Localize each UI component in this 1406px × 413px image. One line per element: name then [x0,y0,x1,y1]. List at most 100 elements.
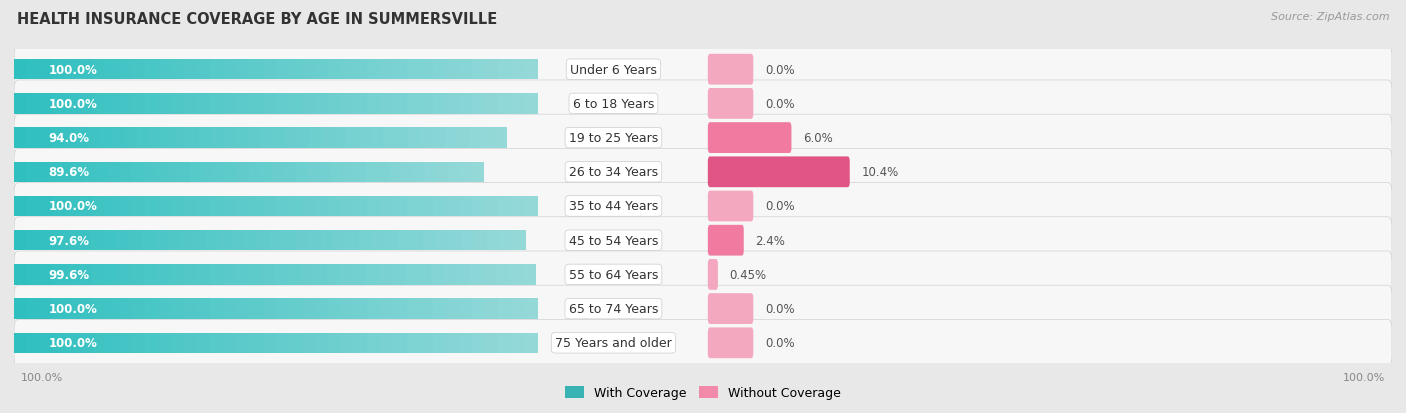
Bar [276,196,290,217]
Bar [523,264,536,285]
Bar [498,299,512,319]
Bar [308,162,319,183]
Bar [14,230,28,251]
Bar [184,264,197,285]
Bar [27,333,41,353]
Bar [93,264,105,285]
Bar [367,333,381,353]
Text: 100.0%: 100.0% [48,200,97,213]
Bar [179,162,191,183]
Bar [371,128,384,149]
Bar [509,264,523,285]
Bar [27,128,39,149]
FancyBboxPatch shape [707,225,744,256]
Bar [145,299,159,319]
Text: 65 to 74 Years: 65 to 74 Years [569,302,658,316]
Bar [353,264,367,285]
Bar [250,94,263,114]
Bar [315,196,329,217]
Bar [157,333,172,353]
Bar [155,162,167,183]
Bar [290,196,302,217]
Bar [105,196,120,217]
Text: 99.6%: 99.6% [48,268,90,281]
Bar [471,162,484,183]
Bar [66,196,80,217]
Bar [263,60,277,80]
Bar [25,162,38,183]
Bar [224,60,238,80]
Bar [359,128,371,149]
Bar [262,264,276,285]
Bar [420,60,433,80]
Bar [80,196,93,217]
Bar [93,94,107,114]
Text: Under 6 Years: Under 6 Years [569,64,657,76]
Bar [53,60,67,80]
Bar [211,333,224,353]
Bar [187,128,200,149]
Bar [105,60,120,80]
Bar [172,94,186,114]
Bar [222,264,236,285]
Bar [276,333,290,353]
Bar [524,333,538,353]
Bar [66,333,80,353]
Bar [260,128,273,149]
Bar [276,94,290,114]
Bar [449,230,463,251]
Bar [145,196,159,217]
Bar [384,128,396,149]
Bar [340,264,354,285]
Bar [385,230,398,251]
Bar [302,196,316,217]
Bar [482,128,495,149]
Bar [225,162,238,183]
Bar [27,299,41,319]
Bar [41,264,53,285]
Bar [250,60,263,80]
Bar [342,196,356,217]
FancyBboxPatch shape [14,285,1392,332]
Text: 100.0%: 100.0% [48,64,97,76]
Bar [367,60,381,80]
Bar [66,94,80,114]
Bar [315,94,329,114]
Bar [93,196,107,217]
Bar [209,264,224,285]
Bar [170,264,184,285]
Bar [425,162,437,183]
Bar [93,299,107,319]
Bar [328,264,340,285]
Bar [524,299,538,319]
Bar [496,264,510,285]
Bar [288,264,301,285]
Bar [485,196,499,217]
Bar [157,264,172,285]
Bar [401,162,413,183]
Bar [446,60,460,80]
Bar [143,162,156,183]
Bar [398,230,411,251]
Bar [53,196,67,217]
Bar [354,299,368,319]
Bar [472,196,486,217]
Bar [418,264,432,285]
Bar [381,196,394,217]
Bar [436,162,449,183]
Bar [295,162,308,183]
Bar [342,94,356,114]
Bar [52,230,66,251]
Bar [315,60,329,80]
Bar [474,230,488,251]
Bar [472,299,486,319]
Bar [406,299,420,319]
Bar [93,333,107,353]
Bar [201,162,214,183]
Bar [211,60,224,80]
Text: HEALTH INSURANCE COVERAGE BY AGE IN SUMMERSVILLE: HEALTH INSURANCE COVERAGE BY AGE IN SUMM… [17,12,498,27]
Bar [444,264,458,285]
Bar [145,60,159,80]
Bar [263,299,277,319]
Bar [512,94,526,114]
